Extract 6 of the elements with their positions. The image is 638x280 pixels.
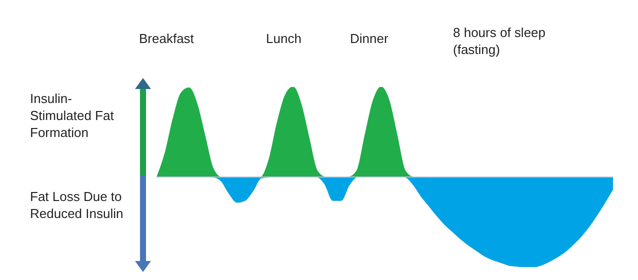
text: Insulin-Stimulated Fat Formation: [30, 90, 115, 141]
text: Dinner: [350, 30, 390, 47]
text: 8 hours of sleep (fasting): [453, 24, 547, 58]
text: Lunch: [266, 30, 302, 47]
text: Breakfast: [139, 30, 195, 47]
text: Fat Loss Due to Reduced Insulin: [30, 188, 124, 222]
